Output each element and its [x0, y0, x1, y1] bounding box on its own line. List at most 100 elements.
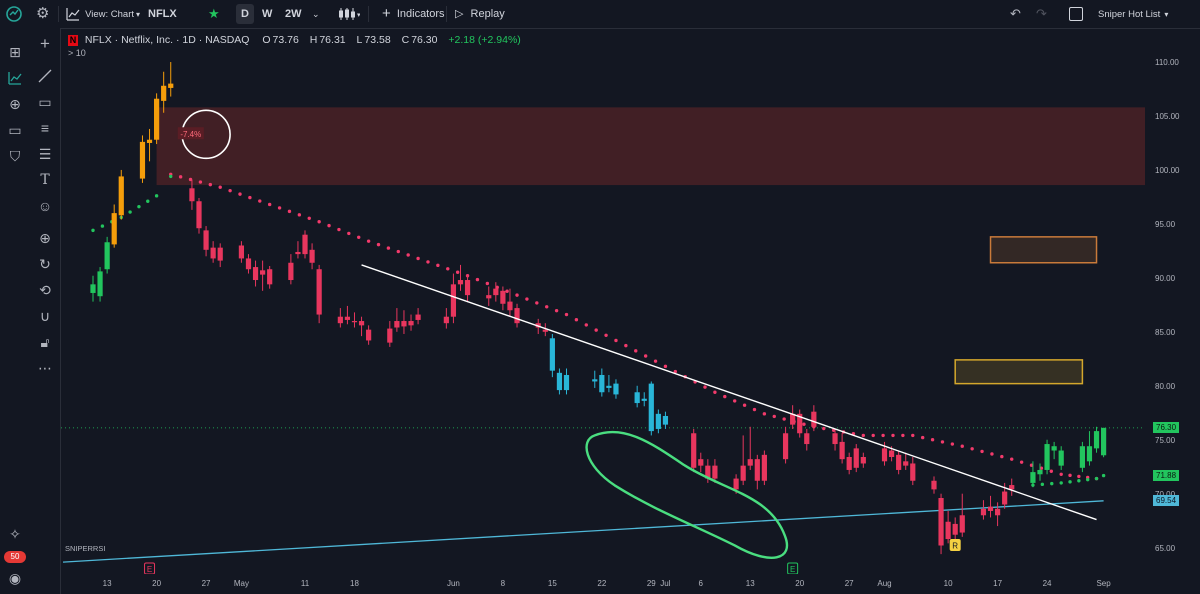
user-avatar-icon[interactable]: ◉: [8, 570, 22, 586]
crosshair-target-icon[interactable]: ⊕: [9, 96, 21, 112]
candle[interactable]: [832, 428, 838, 451]
chart-canvas[interactable]: -7.4% SNIPERRSI E E R: [61, 29, 1146, 575]
candle[interactable]: [316, 264, 322, 324]
zoom-in-icon[interactable]: ⊕: [39, 230, 51, 246]
more-dots-icon[interactable]: ⋯: [38, 360, 52, 376]
candle[interactable]: [712, 459, 718, 483]
candle[interactable]: [980, 500, 987, 520]
candle[interactable]: [154, 93, 160, 145]
candle[interactable]: [754, 454, 760, 490]
candle[interactable]: [542, 323, 548, 337]
candle[interactable]: [387, 321, 393, 347]
candle[interactable]: [761, 450, 767, 486]
candle[interactable]: [959, 493, 965, 537]
app-logo-icon[interactable]: [4, 0, 24, 28]
candle[interactable]: [563, 368, 570, 395]
candle[interactable]: [987, 495, 994, 518]
fullscreen-checkbox-icon[interactable]: [1069, 7, 1083, 21]
chart-type-candles-icon[interactable]: ▾: [338, 0, 361, 28]
interval-dropdown-chevron-down-icon[interactable]: ⌄: [312, 9, 320, 19]
interval-d-button[interactable]: D: [236, 4, 254, 24]
magnet-icon[interactable]: ∪: [39, 308, 51, 324]
candle[interactable]: [189, 179, 195, 210]
target-zone-box[interactable]: [954, 359, 1084, 385]
trend-line-drawing[interactable]: [361, 264, 1097, 521]
candle[interactable]: [634, 385, 640, 408]
candle[interactable]: [606, 374, 612, 393]
candlestick-chart[interactable]: -7.4% SNIPERRSI E E R: [61, 29, 1146, 575]
candle[interactable]: [146, 128, 153, 162]
refresh-icon[interactable]: ↻: [39, 256, 51, 272]
candle[interactable]: [931, 476, 937, 494]
candle[interactable]: [295, 241, 301, 259]
candle[interactable]: [1037, 463, 1043, 481]
highlight-ellipse-drawing[interactable]: [585, 430, 788, 559]
watchlist-button[interactable]: Sniper Hot List ▾: [1098, 0, 1168, 28]
candle[interactable]: [641, 392, 647, 407]
candle[interactable]: [691, 428, 697, 473]
candle[interactable]: [698, 452, 704, 473]
candle[interactable]: [111, 204, 117, 248]
candle[interactable]: [790, 405, 796, 429]
chart-icon[interactable]: [0, 66, 30, 90]
emoji-smiley-icon[interactable]: ☺: [37, 198, 53, 214]
interval-w-button[interactable]: W: [262, 8, 273, 20]
candle[interactable]: [344, 305, 351, 325]
candle[interactable]: [245, 254, 252, 274]
candle[interactable]: [337, 308, 343, 328]
candle[interactable]: [599, 368, 605, 397]
candle[interactable]: [910, 457, 916, 486]
candle[interactable]: [839, 433, 845, 464]
candle[interactable]: [358, 316, 365, 337]
candle[interactable]: [1009, 478, 1015, 496]
candle[interactable]: [507, 288, 513, 317]
candle[interactable]: [104, 236, 110, 274]
candle[interactable]: [139, 135, 146, 183]
candle[interactable]: [238, 241, 245, 263]
candle[interactable]: [938, 493, 944, 555]
candle[interactable]: [90, 275, 96, 302]
symbol-search-button[interactable]: NFLX: [148, 8, 177, 20]
candle[interactable]: [846, 452, 852, 475]
candle[interactable]: [450, 273, 457, 324]
price-axis[interactable]: 110.00 105.00 100.00 95.00 90.00 85.00 80.00 75…: [1145, 29, 1200, 574]
candle[interactable]: [118, 169, 124, 220]
candle[interactable]: [408, 314, 414, 331]
time-axis[interactable]: 13 20 27 May 11 18 Jun 8 15 22 29 Jul 6 13 20 27 Aug 10 17…: [61, 574, 1200, 594]
candle[interactable]: [394, 308, 400, 332]
candle[interactable]: [592, 370, 598, 388]
text-tool-icon[interactable]: T: [40, 172, 50, 188]
candle[interactable]: [500, 286, 506, 311]
candle[interactable]: [493, 282, 499, 302]
candle[interactable]: [1086, 431, 1093, 466]
candle[interactable]: [486, 286, 492, 306]
candle[interactable]: [903, 452, 909, 470]
target-zone-box[interactable]: [989, 236, 1098, 264]
candle[interactable]: [210, 241, 216, 263]
candle[interactable]: [655, 409, 661, 434]
lock-icon[interactable]: 🔓︎: [40, 334, 50, 350]
marker-r[interactable]: R: [949, 538, 961, 551]
candle[interactable]: [853, 444, 859, 473]
candle[interactable]: [662, 411, 669, 429]
layout-grid-icon[interactable]: ⊞: [9, 44, 21, 60]
chat-bubble-icon[interactable]: ▭: [8, 122, 22, 138]
candle[interactable]: [1030, 461, 1036, 488]
legend-collapse-toggle[interactable]: > 10: [68, 48, 86, 58]
candle[interactable]: [1051, 441, 1057, 460]
candle[interactable]: [366, 325, 372, 345]
candle[interactable]: [556, 368, 563, 395]
candle[interactable]: [168, 62, 174, 97]
resistance-zone[interactable]: [156, 107, 1146, 186]
candle[interactable]: [196, 198, 202, 234]
candle[interactable]: [252, 260, 259, 287]
candle[interactable]: [797, 409, 803, 438]
candle[interactable]: [1044, 439, 1050, 475]
candle[interactable]: [804, 428, 810, 451]
redo-icon[interactable]: ↷: [1036, 6, 1047, 21]
undo-icon[interactable]: ↶: [1010, 6, 1021, 21]
candle[interactable]: [260, 260, 266, 291]
interval-2w-button[interactable]: 2W: [285, 8, 302, 20]
candle[interactable]: [415, 308, 421, 325]
candle[interactable]: [549, 333, 555, 378]
